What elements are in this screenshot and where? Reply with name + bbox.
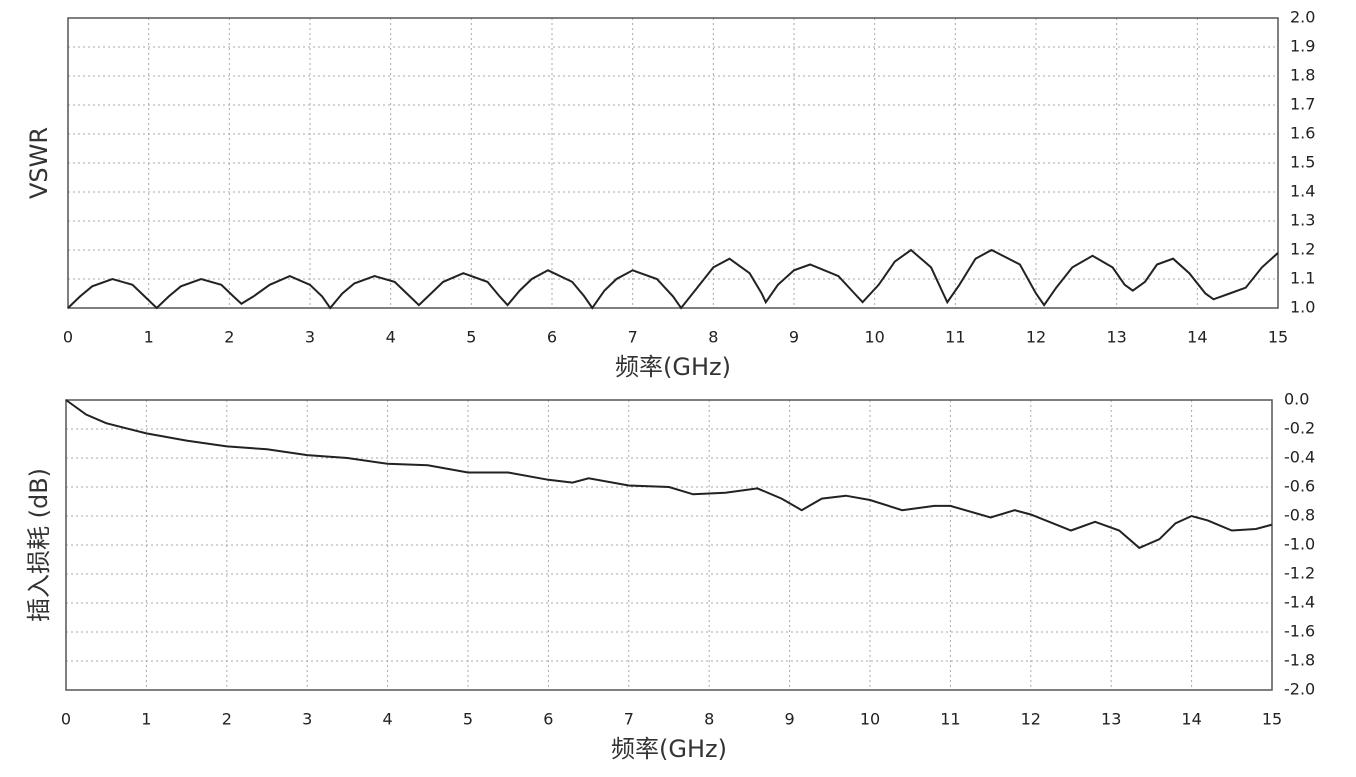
x-tick-label: 2	[224, 328, 234, 347]
y-tick-label: 1.1	[1290, 269, 1315, 288]
y-tick-label: 1.4	[1290, 182, 1315, 201]
x-tick-label: 3	[302, 710, 312, 729]
data-line	[65, 399, 1273, 550]
x-tick-label: 10	[864, 328, 884, 347]
y-tick-label: -0.2	[1284, 419, 1315, 438]
y-tick-label: 1.7	[1290, 95, 1315, 114]
y-tick-label: 1.3	[1290, 211, 1315, 230]
x-tick-label: 12	[1026, 328, 1046, 347]
y-tick-label: -0.6	[1284, 477, 1315, 496]
x-tick-label: 13	[1106, 328, 1126, 347]
y-tick-label: 0.0	[1284, 390, 1309, 409]
y-tick-label: 1.9	[1290, 37, 1315, 56]
x-tick-label: 4	[386, 328, 396, 347]
y-tick-label: -0.4	[1284, 448, 1315, 467]
x-tick-label: 15	[1262, 710, 1282, 729]
y-tick-label: -0.8	[1284, 506, 1315, 525]
y-axis-title: 插入损耗 (dB)	[25, 468, 53, 622]
y-axis-title: VSWR	[25, 127, 53, 199]
y-tick-label: -1.4	[1284, 593, 1315, 612]
y-tick-label: 1.2	[1290, 240, 1315, 259]
y-tick-label: 1.0	[1290, 298, 1315, 317]
x-tick-label: 8	[704, 710, 714, 729]
x-tick-label: 10	[860, 710, 880, 729]
x-tick-label: 6	[547, 328, 557, 347]
x-tick-label: 15	[1268, 328, 1288, 347]
x-tick-label: 13	[1101, 710, 1121, 729]
x-tick-label: 11	[945, 328, 965, 347]
plot-frame	[67, 17, 1279, 309]
x-tick-label: 8	[708, 328, 718, 347]
x-tick-label: 6	[543, 710, 553, 729]
x-tick-label: 9	[785, 710, 795, 729]
x-tick-label: 4	[383, 710, 393, 729]
y-tick-label: -1.2	[1284, 564, 1315, 583]
x-tick-label: 2	[222, 710, 232, 729]
y-tick-label: 1.6	[1290, 124, 1315, 143]
data-line	[67, 248, 1279, 310]
x-tick-label: 5	[466, 328, 476, 347]
y-tick-label: 1.8	[1290, 66, 1315, 85]
x-tick-label: 14	[1187, 328, 1207, 347]
x-tick-label: 12	[1021, 710, 1041, 729]
y-tick-label: -2.0	[1284, 680, 1315, 699]
y-tick-label: 1.5	[1290, 153, 1315, 172]
x-tick-label: 3	[305, 328, 315, 347]
x-tick-label: 11	[940, 710, 960, 729]
x-tick-label: 5	[463, 710, 473, 729]
x-tick-label: 9	[789, 328, 799, 347]
x-tick-label: 7	[628, 328, 638, 347]
y-tick-label: 2.0	[1290, 8, 1315, 27]
x-axis-title: 频率(GHz)	[611, 735, 727, 763]
x-tick-label: 1	[141, 710, 151, 729]
plot-frame	[65, 399, 1273, 691]
x-tick-label: 7	[624, 710, 634, 729]
x-tick-label: 1	[144, 328, 154, 347]
x-tick-label: 0	[61, 710, 71, 729]
y-tick-label: -1.6	[1284, 622, 1315, 641]
y-tick-label: -1.0	[1284, 535, 1315, 554]
x-tick-label: 0	[63, 328, 73, 347]
x-axis-title: 频率(GHz)	[615, 353, 731, 381]
x-tick-label: 14	[1181, 710, 1201, 729]
y-tick-label: -1.8	[1284, 651, 1315, 670]
